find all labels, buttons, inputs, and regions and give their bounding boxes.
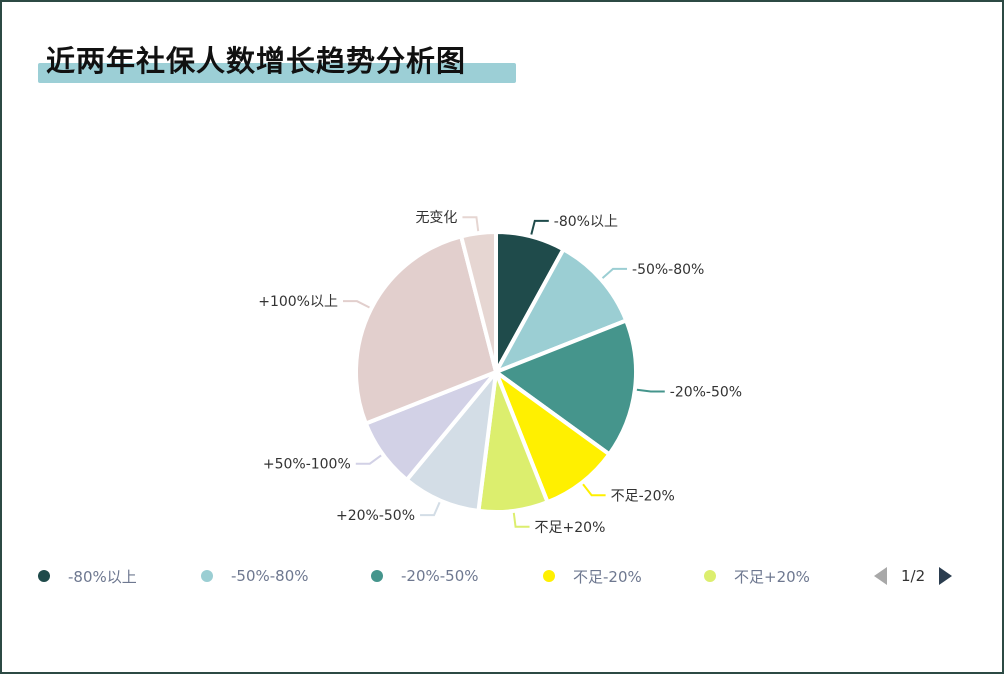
title-highlight [38,63,516,83]
legend-dot-2 [371,570,383,582]
legend-item-2[interactable]: -20%-50% [371,564,479,588]
legend-dot-3 [543,570,555,582]
slice-label-0: -80%以上 [554,214,618,230]
pager-prev-icon[interactable] [874,567,887,585]
pager-next-icon[interactable] [939,567,953,585]
leader-line-2 [636,388,665,393]
pie-slice-7[interactable] [354,234,498,426]
slice-label-2: -20%-50% [670,385,742,401]
leader-line-8 [462,216,480,232]
leader-line-7 [343,300,370,309]
slice-label-6: +50%-100% [263,457,351,473]
legend-item-3[interactable]: 不足-20% [543,564,642,588]
chart-title: 近两年社保人数增长趋势分析图 [46,44,467,78]
legend: -80%以上 -50%-80% -20%-50% 不足-20% 不足+20% [38,564,968,588]
legend-label-3: 不足-20% [573,567,642,586]
pie-slice-8[interactable] [459,230,498,374]
leader-line-1 [601,267,628,279]
leader-line-3 [582,483,606,497]
legend-dot-1 [201,570,213,582]
legend-item-0[interactable]: -80%以上 [38,564,137,588]
legend-label-4: 不足+20% [734,567,810,586]
slice-label-4: 不足+20% [535,520,606,536]
legend-pager: 1/2 [874,564,953,588]
legend-item-1[interactable]: -50%-80% [201,564,309,588]
leader-line-0 [530,219,549,235]
leader-line-4 [512,512,530,528]
pager-text: 1/2 [901,567,926,585]
legend-label-1: -50%-80% [231,567,309,585]
legend-dot-4 [704,570,716,582]
title-block: 近两年社保人数增长趋势分析图 [38,38,516,83]
slice-label-8: 无变化 [415,210,457,226]
slice-label-1: -50%-80% [632,262,704,278]
slice-label-7: +100%以上 [258,294,338,310]
slice-label-3: 不足-20% [611,488,675,504]
legend-item-4[interactable]: 不足+20% [704,564,810,588]
pie-slice-2[interactable] [494,318,638,457]
legend-dot-0 [38,570,50,582]
leader-line-5 [420,501,441,517]
leader-line-6 [355,454,382,465]
legend-label-0: -80%以上 [68,567,137,586]
pie-slice-1[interactable] [494,247,629,374]
slice-label-5: +20%-50% [336,508,415,524]
legend-label-2: -20%-50% [401,567,479,585]
